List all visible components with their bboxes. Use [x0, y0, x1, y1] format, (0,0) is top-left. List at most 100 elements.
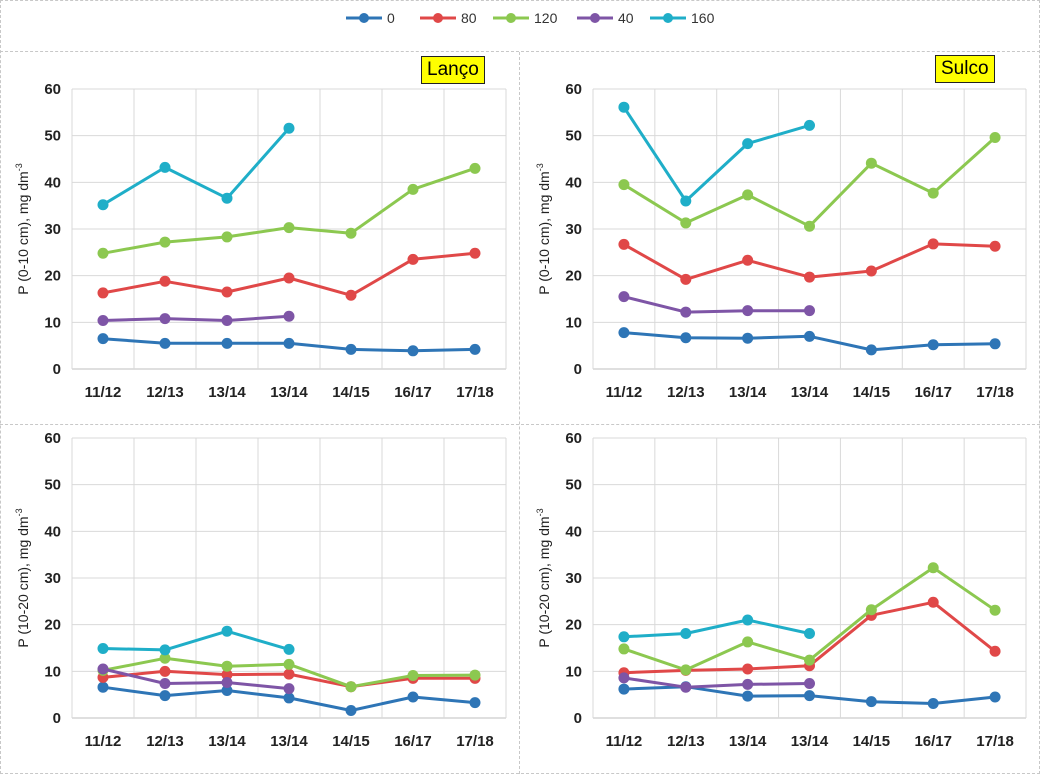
- data-point: [345, 343, 357, 355]
- data-point: [927, 339, 939, 351]
- x-tick-label: 12/13: [146, 733, 184, 750]
- data-point: [742, 332, 754, 344]
- legend-item-0: 0: [346, 10, 395, 26]
- legend: 0 80 120 40 160: [0, 0, 1040, 52]
- series-line: [623, 676, 810, 689]
- data-point: [865, 344, 877, 356]
- legend-marker: [590, 13, 600, 23]
- data-point: [618, 238, 630, 250]
- data-point: [221, 660, 233, 672]
- data-point: [804, 305, 815, 317]
- data-point: [804, 628, 815, 640]
- series-0: [618, 327, 1001, 356]
- y-tick-label: 20: [44, 617, 61, 634]
- x-tick-label: 16/17: [914, 733, 952, 750]
- series-line: [623, 618, 810, 639]
- data-point: [618, 631, 630, 643]
- x-tick-label: 12/13: [146, 384, 184, 401]
- data-point: [804, 119, 815, 131]
- series-80: [97, 247, 481, 301]
- y-tick-label: 40: [565, 523, 582, 540]
- data-point: [283, 668, 295, 680]
- data-point: [345, 289, 357, 301]
- data-point: [742, 636, 754, 648]
- data-point: [97, 287, 109, 299]
- series-line: [623, 566, 996, 672]
- data-point: [283, 683, 295, 695]
- y-axis-label: P (0-10 cm), mg dm-3: [535, 163, 552, 294]
- data-point: [989, 645, 1001, 657]
- data-point: [989, 604, 1001, 616]
- legend-marker: [663, 13, 673, 23]
- data-point: [345, 227, 357, 239]
- y-tick-label: 30: [565, 221, 582, 238]
- legend-item-120: 120: [493, 10, 558, 26]
- chart-bottom-left: 0 10 20 30 40 50 60 11/12 12/13 13/14 13/14 14/15 16…: [14, 430, 507, 750]
- data-point: [742, 189, 754, 201]
- data-point: [221, 192, 233, 204]
- chart-panel-bottom-left: 0 10 20 30 40 50 60 11/12 12/13 13/14 13/14 14/15 16…: [0, 424, 519, 774]
- data-point: [97, 681, 109, 693]
- x-tick-label: 11/12: [85, 733, 122, 750]
- data-point: [345, 705, 357, 717]
- data-point: [97, 642, 109, 654]
- series-160: [97, 122, 295, 211]
- y-tick-label: 60: [565, 81, 582, 98]
- data-point: [159, 337, 171, 349]
- data-point: [618, 683, 630, 695]
- data-point: [927, 562, 939, 574]
- badge-sulco: Sulco: [935, 55, 995, 83]
- y-tick-label: 60: [44, 430, 61, 447]
- data-point: [804, 654, 815, 666]
- data-point: [804, 690, 815, 702]
- data-point: [680, 332, 692, 344]
- data-point: [865, 265, 877, 277]
- legend-label: 160: [691, 10, 715, 26]
- x-tick-label: 13/14: [208, 733, 246, 750]
- x-tick-label: 14/15: [853, 733, 891, 750]
- data-point: [680, 628, 692, 640]
- legend-marker: [433, 13, 443, 23]
- grid: [71, 88, 507, 370]
- data-point: [283, 272, 295, 284]
- data-point: [97, 314, 109, 326]
- series-40: [618, 291, 815, 318]
- y-tick-label: 50: [44, 477, 61, 494]
- y-tick-label: 0: [53, 361, 61, 378]
- data-point: [345, 681, 357, 693]
- y-tick-label: 20: [44, 268, 61, 285]
- data-point: [680, 664, 692, 676]
- legend-label: 0: [387, 10, 395, 26]
- legend-label: 40: [618, 10, 634, 26]
- y-tick-label: 30: [44, 221, 61, 238]
- data-point: [221, 231, 233, 243]
- data-point: [283, 658, 295, 670]
- data-point: [469, 247, 481, 259]
- data-point: [221, 337, 233, 349]
- y-tick-label: 40: [565, 174, 582, 191]
- x-tick-label: 13/14: [729, 384, 767, 401]
- data-point: [469, 697, 481, 709]
- x-tick-label: 13/14: [791, 733, 829, 750]
- data-point: [618, 291, 630, 303]
- series-line: [102, 127, 291, 206]
- data-point: [469, 669, 481, 681]
- x-tick-label: 12/13: [667, 384, 705, 401]
- data-point: [283, 643, 295, 655]
- x-tick-label: 11/12: [85, 384, 122, 401]
- x-tick-label: 13/14: [270, 733, 308, 750]
- data-point: [221, 684, 233, 696]
- legend-item-160: 160: [650, 10, 715, 26]
- series-80: [618, 238, 1001, 285]
- series-40: [97, 663, 295, 695]
- series-line: [102, 314, 290, 322]
- series-120: [97, 162, 481, 259]
- series-line: [102, 166, 476, 255]
- data-point: [742, 254, 754, 266]
- data-point: [804, 677, 815, 689]
- y-tick-label: 10: [44, 314, 61, 331]
- data-point: [742, 305, 754, 317]
- x-tick-label: 17/18: [976, 733, 1014, 750]
- chart-top-left: 0 10 20 30 40 50 60 11/12 12/13 13/14 13/14 14/15 16…: [14, 81, 507, 401]
- x-tick-label: 13/14: [208, 384, 246, 401]
